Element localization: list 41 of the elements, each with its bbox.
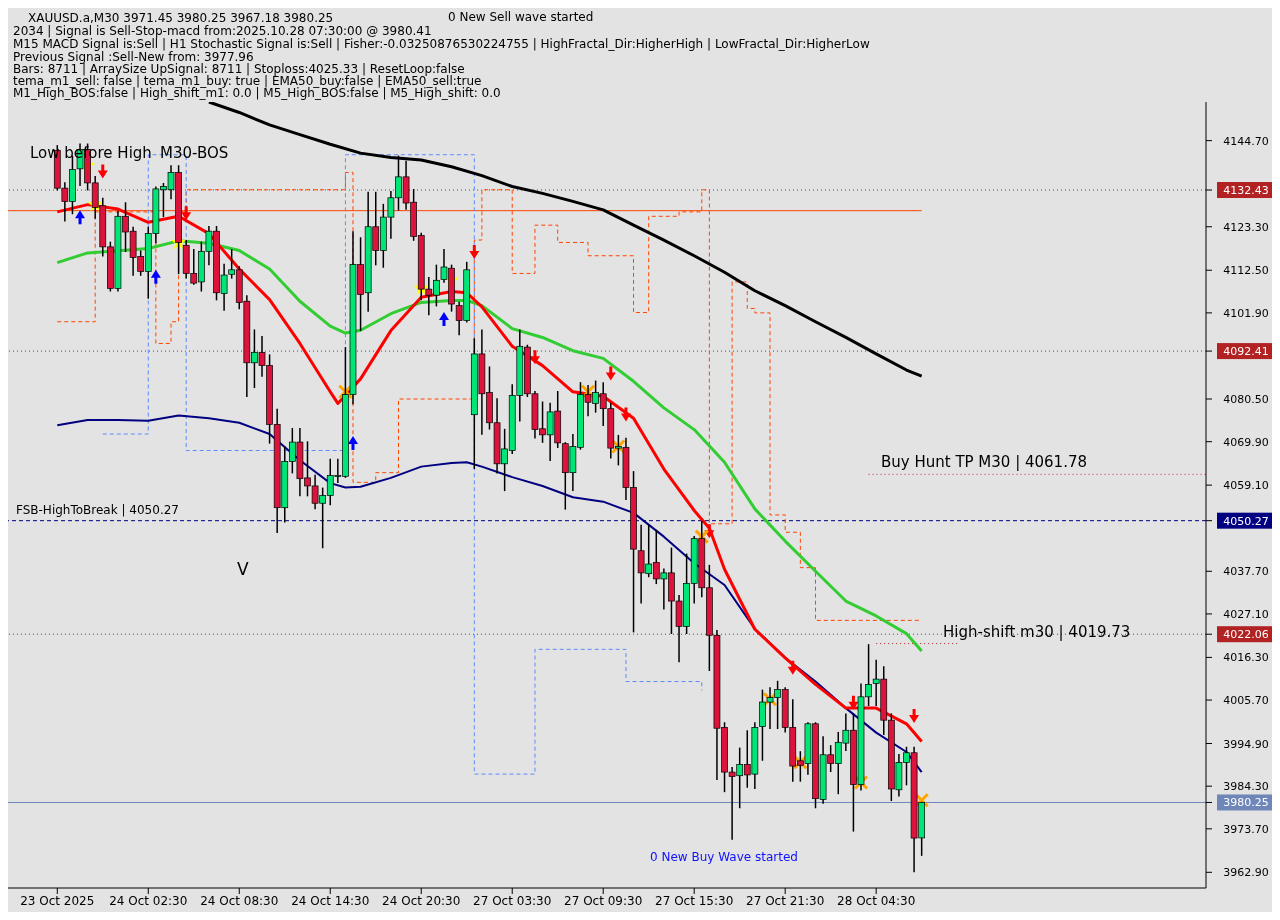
y-tick-label: 4144.70 bbox=[1223, 134, 1269, 148]
y-tick-label: 4005.70 bbox=[1223, 694, 1269, 708]
chart-title: XAUUSD.a,M30 3971.45 3980.25 3967.18 3980.25 bbox=[28, 11, 334, 25]
y-tick-label: 3962.90 bbox=[1223, 866, 1269, 880]
x-tick-label: 24 Oct 14:30 bbox=[291, 893, 370, 908]
y-tick-label: 4112.50 bbox=[1223, 264, 1269, 278]
annotation: 0 New Buy Wave started bbox=[650, 849, 798, 864]
y-tick-label: 3994.90 bbox=[1223, 737, 1269, 751]
y-tick-label: 4123.30 bbox=[1223, 220, 1269, 234]
y-tick-label: 4092.41 bbox=[1223, 345, 1269, 359]
x-tick-label: 28 Oct 04:30 bbox=[837, 893, 916, 908]
y-tick-label: 4059.10 bbox=[1223, 479, 1269, 493]
ref-line-label: FSB-HighToBreak | 4050.27 bbox=[16, 502, 179, 517]
y-tick-label: 3973.70 bbox=[1223, 822, 1269, 836]
y-tick-label: 4027.10 bbox=[1223, 607, 1269, 621]
text: 2034 | Signal is Sell-Stop-macd from:2025.10.28 07:30:00 @ 3980.41 bbox=[13, 24, 432, 39]
x-tick-label: 27 Oct 15:30 bbox=[655, 893, 734, 908]
ref-line-label: High-shift m30 | 4019.73 bbox=[943, 622, 1131, 641]
y-tick-label: 3980.25 bbox=[1223, 796, 1269, 810]
x-tick-label: 24 Oct 02:30 bbox=[109, 893, 188, 908]
x-tick-label: 23 Oct 2025 bbox=[20, 893, 95, 908]
y-tick-label: 4132.43 bbox=[1223, 184, 1269, 198]
y-tick-label: 3984.30 bbox=[1223, 780, 1269, 794]
annotation: M30-BOS bbox=[160, 143, 229, 162]
text: Previous Signal :Sell-New from: 3977.96 bbox=[13, 50, 254, 64]
y-tick-label: 4022.06 bbox=[1223, 628, 1269, 642]
text: 0 New Sell wave started bbox=[448, 10, 594, 25]
x-tick-label: 27 Oct 03:30 bbox=[473, 893, 552, 908]
y-tick-label: 4050.27 bbox=[1223, 514, 1269, 528]
x-tick-label: 27 Oct 09:30 bbox=[564, 893, 643, 908]
y-tick-label: 4037.70 bbox=[1223, 565, 1269, 579]
x-tick-label: 24 Oct 08:30 bbox=[200, 893, 279, 908]
y-tick-label: 4080.50 bbox=[1223, 393, 1269, 407]
annotation: V bbox=[237, 558, 249, 579]
y-tick-label: 4069.90 bbox=[1223, 435, 1269, 449]
y-tick-label: 4101.90 bbox=[1223, 306, 1269, 320]
ref-line-label: Buy Hunt TP M30 | 4061.78 bbox=[881, 453, 1088, 472]
x-tick-label: 27 Oct 21:30 bbox=[746, 893, 825, 908]
text: M15 MACD Signal is:Sell | H1 Stochastic Signal is:Sell | Fisher:-0.03250876530224755 | HighFractal_Dir:HigherHigh | LowFractal_Dir:HigherLow bbox=[13, 37, 870, 52]
x-tick-label: 24 Oct 20:30 bbox=[382, 893, 461, 908]
y-tick-label: 4016.30 bbox=[1223, 651, 1269, 665]
